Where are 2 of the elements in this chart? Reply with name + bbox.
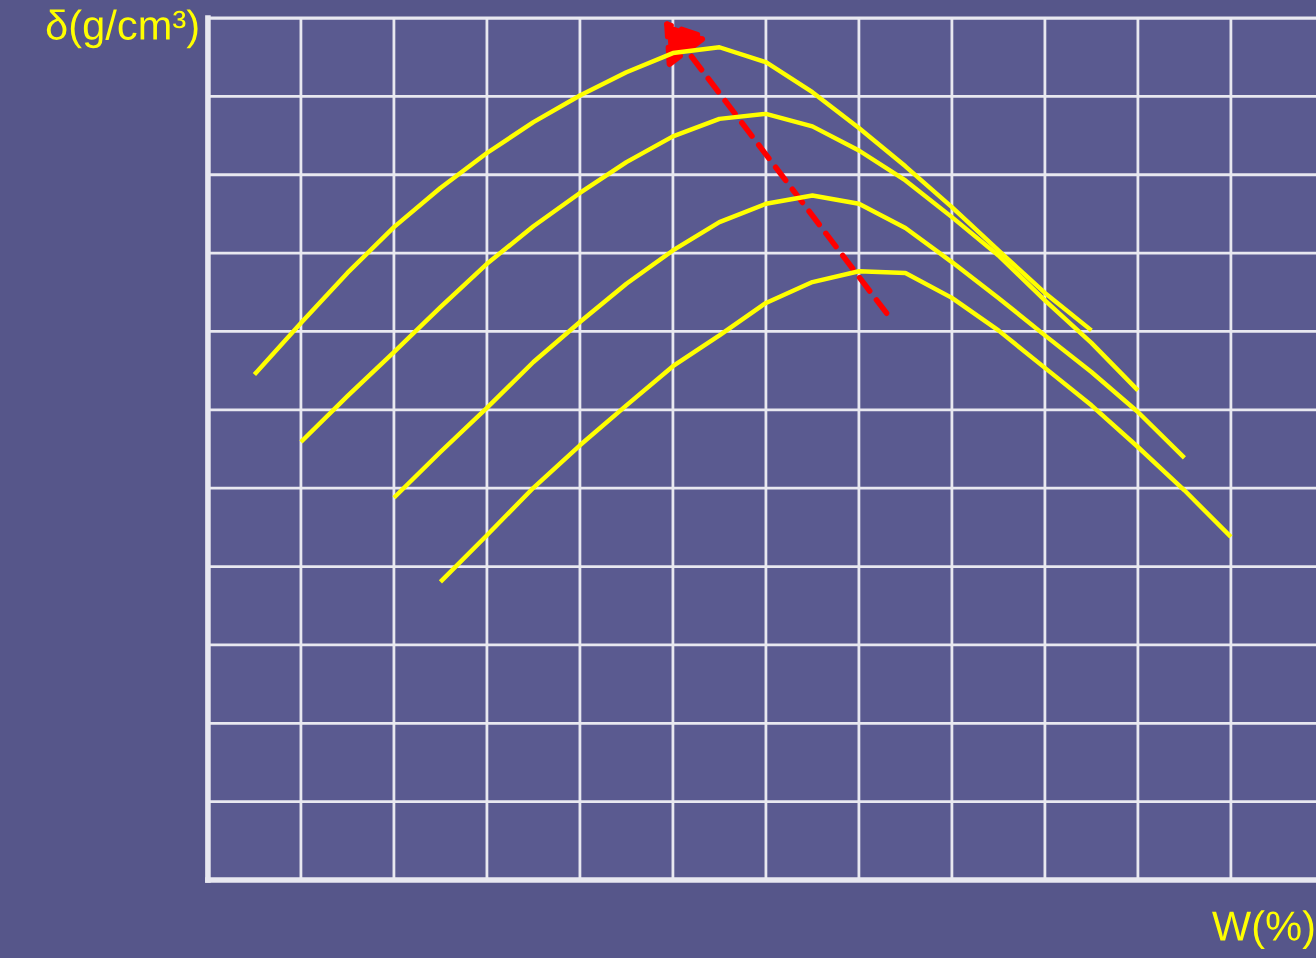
x-axis-title: W(%) [1212,910,1314,950]
y-axis-title: δ(g/cm³) [46,9,198,49]
